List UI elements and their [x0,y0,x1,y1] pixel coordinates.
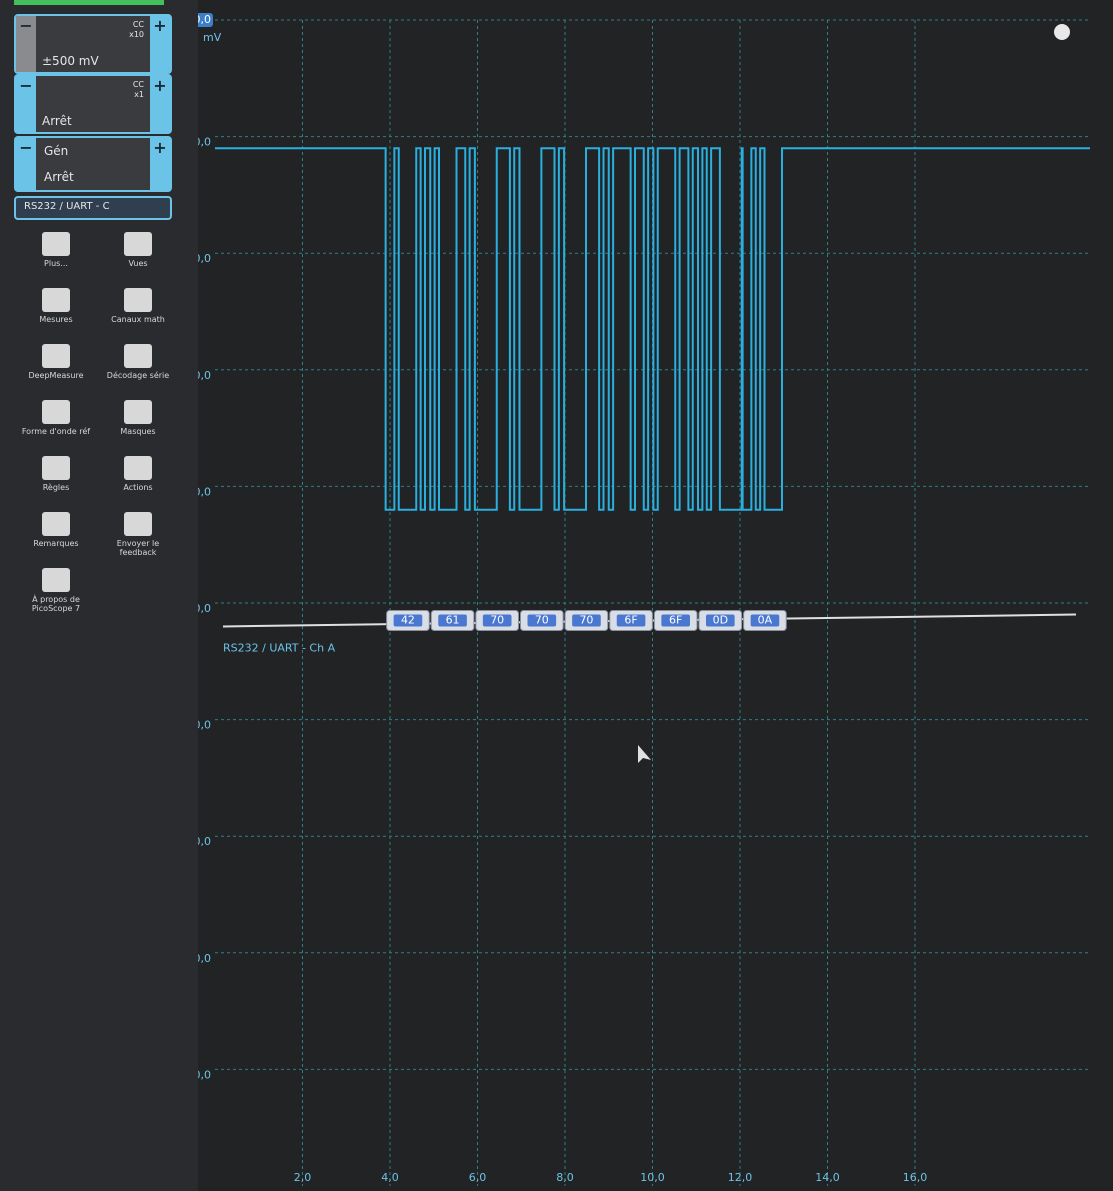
plus-button[interactable]: + [150,16,170,72]
y-tick-label: 200,0 [198,369,211,382]
tool-label: Plus... [16,259,96,268]
tool-label: Mesures [16,315,96,324]
tool-icon [124,288,152,312]
x-tick-label: 10,0 [640,1171,665,1184]
tool-icon [42,512,70,536]
tool-label: Actions [98,483,178,492]
tool-label: Canaux math [98,315,178,324]
tool-button[interactable]: Plus... [16,232,96,268]
probe: x1 [134,90,144,99]
body: − + CC x10 ±500 mV − + CC x1 Arrêt − + G… [0,0,1113,1191]
decoded-byte-label: 70 [535,613,549,626]
tool-label: Forme d'onde réf [16,427,96,436]
generator-label: Gén [44,144,68,158]
minus-button[interactable]: − [16,76,36,132]
tool-icon [42,288,70,312]
decoder-label: RS232 / UART - C [24,201,110,212]
tool-icon [124,456,152,480]
probe: x10 [129,30,144,39]
tool-icon [124,512,152,536]
tool-label: Masques [98,427,178,436]
y-unit: mV [203,31,222,44]
page: PicoScope {"sidebar": { "channel_a": {"c… [0,0,1113,1191]
tool-label: DeepMeasure [16,371,96,380]
tool-label: Remarques [16,539,96,548]
tool-button[interactable]: Envoyer le feedback [98,512,178,557]
y-tick-label: -300,0 [198,952,211,965]
x-tick-label: 14,0 [815,1171,840,1184]
tool-icon [42,400,70,424]
tool-label: Règles [16,483,96,492]
tool-button[interactable]: Remarques [16,512,96,548]
tool-button[interactable]: Forme d'onde réf [16,400,96,436]
generator-state: Arrêt [44,170,74,184]
tool-label: Vues [98,259,178,268]
tool-icon [124,344,152,368]
tool-button[interactable]: Mesures [16,288,96,324]
decoded-byte-label: 0D [713,613,728,626]
tool-label: Décodage série [98,371,178,380]
tool-button[interactable]: Règles [16,456,96,492]
tool-icon [42,456,70,480]
generator-control[interactable]: − + Gén Arrêt [14,136,172,192]
x-tick-label: 8,0 [556,1171,574,1184]
x-tick-label: 2,0 [294,1171,312,1184]
minus-button[interactable]: − [16,16,36,72]
tool-icon [42,568,70,592]
x-tick-label: 6,0 [469,1171,487,1184]
tool-icon [42,344,70,368]
decoded-byte-label: 42 [401,613,415,626]
x-tick-label: 12,0 [728,1171,753,1184]
plot-background [198,0,1113,1191]
y-tick-label: -400,0 [198,1068,211,1081]
y-tick-label: -200,0 [198,835,211,848]
coupling: CC [133,20,144,29]
x-tick-label: 4,0 [381,1171,399,1184]
decoded-byte-label: 61 [446,613,460,626]
decoded-byte-label: 70 [490,613,504,626]
decoder-control[interactable]: RS232 / UART - C [14,196,172,220]
zoom-icon[interactable] [1054,24,1070,40]
channel-a-control[interactable]: − + CC x10 ±500 mV [14,14,172,74]
y-tick-label: -100,0 [198,719,211,732]
chart: mV 500,0 400,0 300,0 200,0 100,0 0,0 -100,0 -20… [198,0,1113,1191]
decoded-byte-label: 0A [758,613,773,626]
tool-label: À propos de PicoScope 7 [16,595,96,613]
y-tick-label: 100,0 [198,485,211,498]
tool-label: Envoyer le feedback [98,539,178,557]
tool-icon [124,400,152,424]
x-tick-label: 16,0 [903,1171,928,1184]
state: Arrêt [42,114,72,128]
range: ±500 mV [42,54,99,68]
status-bar [14,0,164,5]
tool-button[interactable]: DeepMeasure [16,344,96,380]
y-tick-label: 300,0 [198,252,211,265]
tool-button[interactable]: Masques [98,400,178,436]
tool-button[interactable]: Vues [98,232,178,268]
plus-button[interactable]: + [150,76,170,132]
y-tick-label: 0,0 [198,602,211,615]
minus-button[interactable]: − [16,138,36,190]
coupling: CC [133,80,144,89]
plus-button[interactable]: + [150,138,170,190]
tool-button[interactable]: À propos de PicoScope 7 [16,568,96,613]
tool-button[interactable]: Décodage série [98,344,178,380]
decoded-byte-label: 6F [624,613,637,626]
tool-button[interactable]: Canaux math [98,288,178,324]
sidebar: − + CC x10 ±500 mV − + CC x1 Arrêt − + G… [0,0,198,1191]
channel-b-control[interactable]: − + CC x1 Arrêt [14,74,172,134]
y-tick-label: 500,0 [198,13,211,26]
tool-button[interactable]: Actions [98,456,178,492]
tool-icon [124,232,152,256]
decoder-name: RS232 / UART - Ch A [223,641,336,654]
decoded-byte-label: 6F [669,613,682,626]
tool-icon [42,232,70,256]
decoded-byte-label: 70 [579,613,593,626]
y-tick-label: 400,0 [198,136,211,149]
